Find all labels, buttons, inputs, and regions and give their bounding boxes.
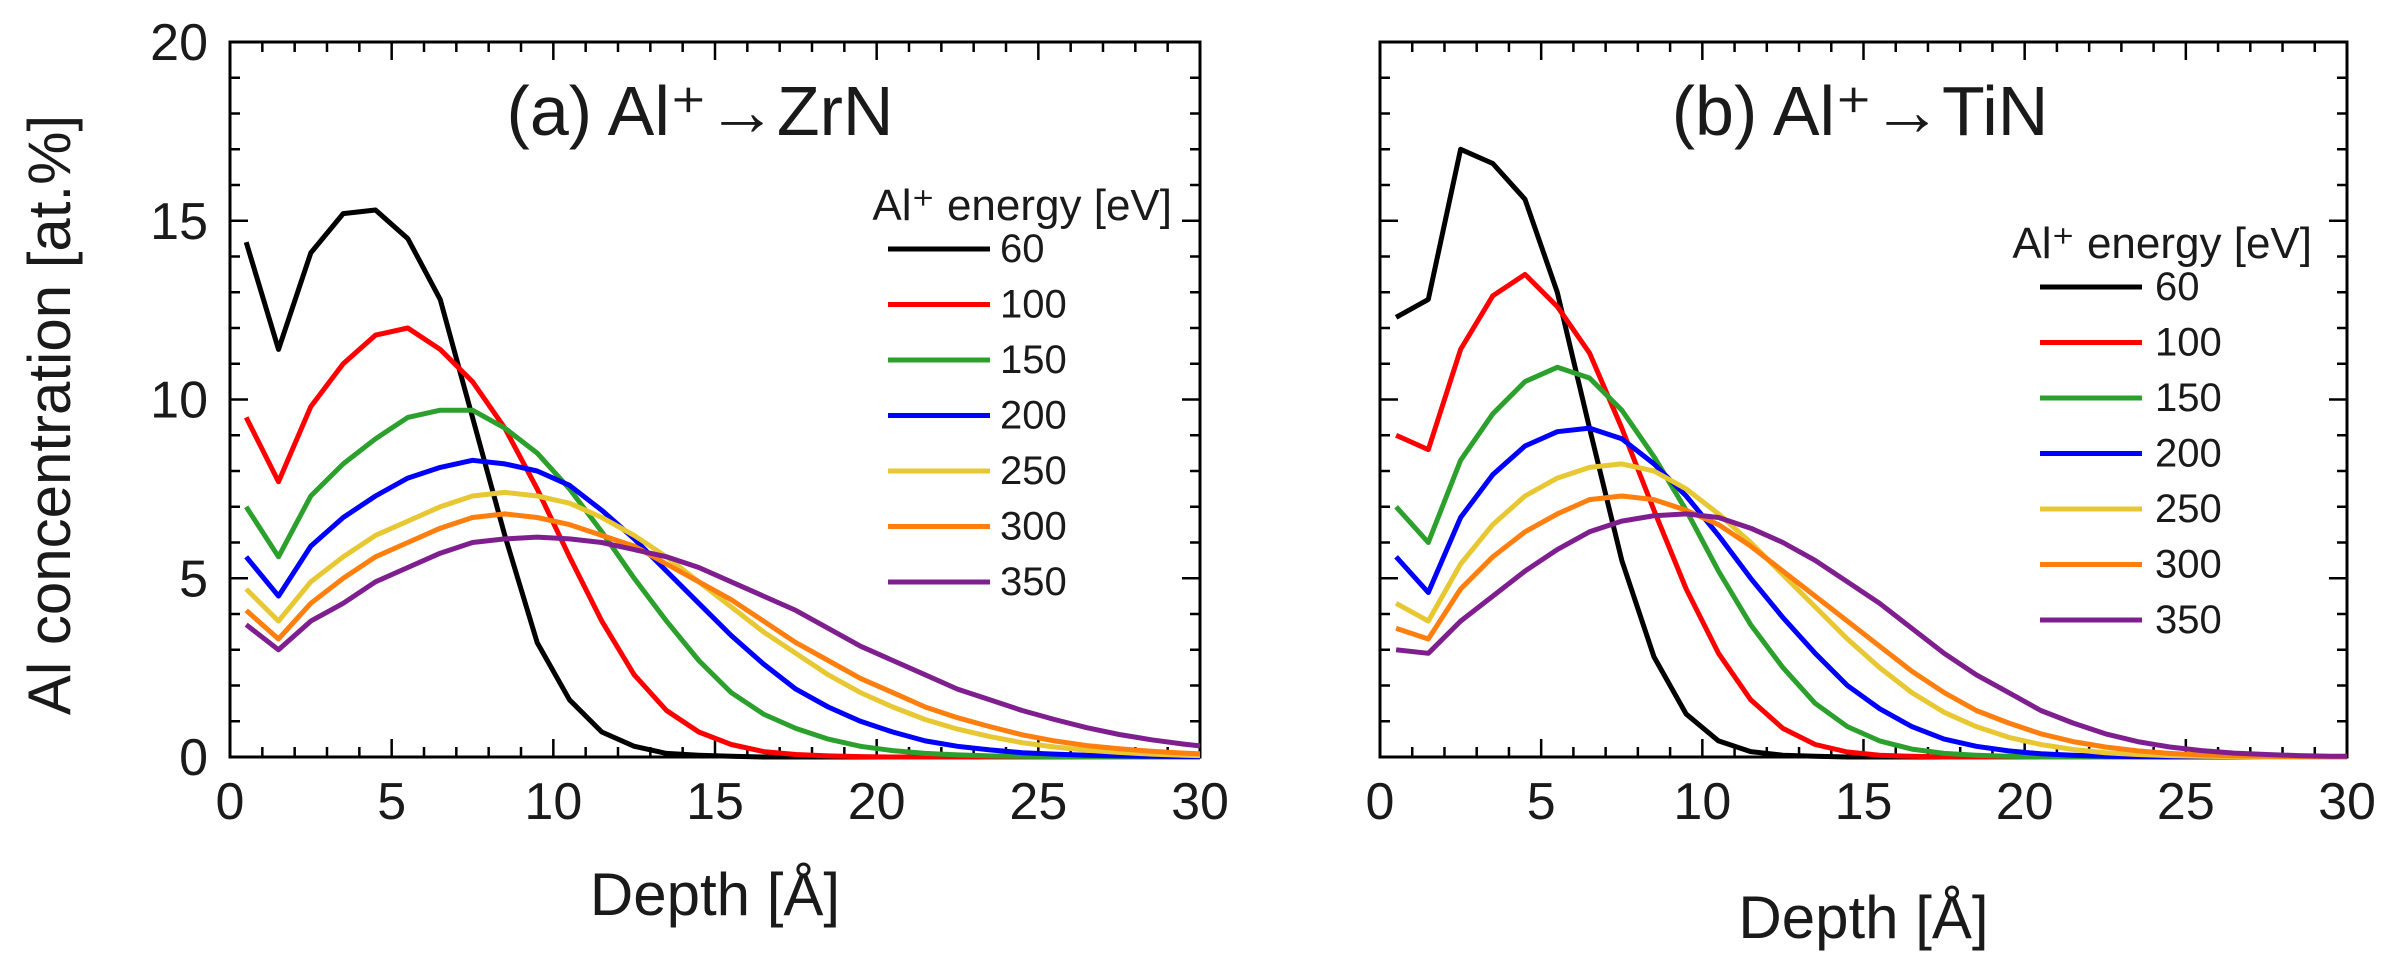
x-tick-label: 0 [216, 773, 245, 831]
series-line-200 [244, 457, 1200, 760]
y-tick-label: 0 [179, 729, 208, 787]
x-axis-title: Depth [Å] [590, 861, 840, 928]
series-line-300 [1395, 493, 2347, 760]
x-tick-label: 5 [1527, 773, 1556, 831]
x-tick-label: 10 [524, 773, 582, 831]
legend-label-100: 100 [2155, 321, 2222, 365]
legend-label-300: 300 [2155, 543, 2222, 587]
x-tick-label: 20 [848, 773, 906, 831]
y-tick-label: 10 [150, 372, 208, 430]
x-tick-label: 5 [377, 773, 406, 831]
series-line-250 [244, 489, 1201, 759]
panel-title: (b) Al⁺→TiN [1672, 72, 2049, 150]
series-line-300 [244, 511, 1201, 757]
x-tick-label: 25 [2157, 773, 2215, 831]
legend-label-60: 60 [2155, 265, 2200, 309]
legend-label-250: 250 [1000, 449, 1067, 493]
x-tick-label: 20 [1996, 773, 2054, 831]
y-axis-title: Al concentration [at.%] [16, 115, 83, 715]
legend-label-200: 200 [2155, 432, 2222, 476]
x-tick-label: 30 [2318, 773, 2376, 831]
x-tick-label: 0 [1366, 773, 1395, 831]
legend-label-300: 300 [1000, 505, 1067, 549]
legend-label-150: 150 [2155, 376, 2222, 420]
y-tick-label: 5 [179, 550, 208, 608]
legend-label-350: 350 [2155, 598, 2222, 642]
x-tick-label: 25 [1009, 773, 1067, 831]
x-tick-label: 15 [1835, 773, 1893, 831]
x-tick-label: 30 [1171, 773, 1229, 831]
x-tick-label: 10 [1673, 773, 1731, 831]
legend-label-350: 350 [1000, 560, 1067, 604]
legend-label-200: 200 [1000, 394, 1067, 438]
legend-label-150: 150 [1000, 338, 1067, 382]
y-tick-label: 15 [150, 193, 208, 251]
chart-panel-b: 0 5 10 15 20 25 30 (b) Al⁺→TiN Al⁺ energy [eV]60… [1366, 40, 2376, 951]
legend-title: Al⁺ energy [eV] [2012, 219, 2312, 268]
legend-title: Al⁺ energy [eV] [872, 181, 1172, 230]
y-tick-label: 20 [150, 14, 208, 72]
legend-label-250: 250 [2155, 487, 2222, 531]
legend-label-60: 60 [1000, 227, 1045, 271]
series-line-350 [244, 534, 1201, 749]
legend-label-100: 100 [1000, 283, 1067, 327]
series-line-200 [1394, 425, 2347, 760]
x-tick-label: 15 [686, 773, 744, 831]
x-axis-title: Depth [Å] [1738, 884, 1988, 951]
series-line-350 [1395, 511, 2347, 759]
panel-title: (a) Al⁺→ZrN [507, 72, 894, 150]
